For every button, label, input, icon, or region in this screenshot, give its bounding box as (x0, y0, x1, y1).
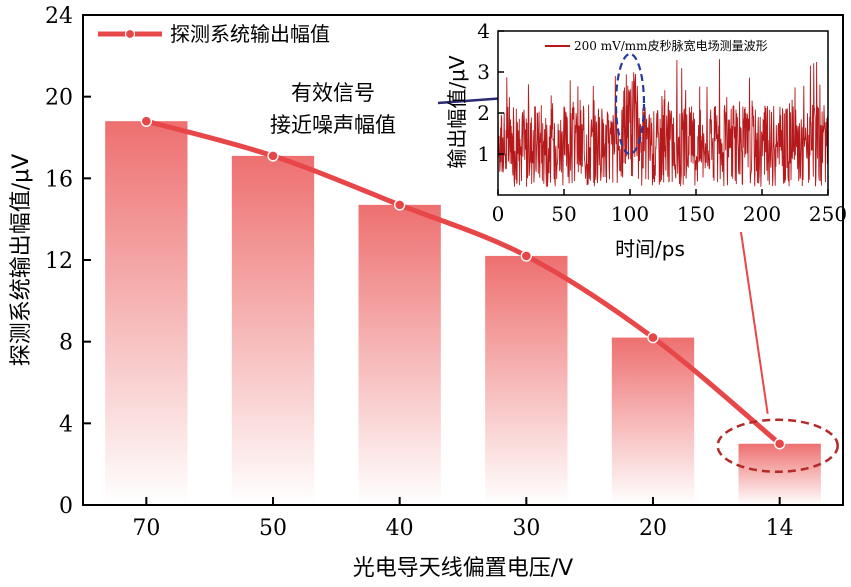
annotation-line2: 接近噪声幅值 (270, 113, 396, 137)
inset-y-axis-title: 输出幅值/μV (445, 55, 469, 168)
bar (231, 155, 315, 505)
inset-waveform (497, 59, 829, 187)
inset-y-tick-label: 1 (477, 142, 490, 166)
inset-legend-label: 200 mV/mm皮秒脉宽电场测量波形 (574, 38, 768, 53)
line-point (393, 199, 406, 211)
y-tick-label: 12 (45, 249, 73, 274)
y-tick-label: 0 (59, 494, 73, 519)
bar (485, 255, 568, 505)
y-tick-label: 24 (45, 4, 73, 29)
inset-y-tick-label: 4 (477, 19, 490, 43)
inset-highlight-ellipse (614, 52, 646, 156)
y-tick-label: 16 (45, 167, 73, 192)
y-tick-label: 8 (59, 331, 73, 356)
line-point (520, 250, 533, 262)
y-tick-label: 4 (59, 412, 73, 437)
legend-label: 探测系统输出幅值 (170, 22, 330, 46)
x-tick-label: 70 (132, 516, 160, 541)
line-point (140, 115, 153, 127)
line-point (267, 150, 279, 162)
x-tick-label: 40 (386, 516, 414, 541)
inset-x-tick-label: 200 (743, 202, 781, 226)
inset-x-tick-label: 150 (677, 202, 715, 226)
x-tick-label: 30 (512, 516, 540, 541)
inset-x-tick-label: 100 (611, 202, 649, 226)
line-point (773, 438, 786, 450)
inset-x-tick-label: 50 (551, 202, 576, 226)
inset-x-tick-label: 0 (492, 202, 505, 226)
x-tick-label: 20 (639, 516, 667, 541)
bar (738, 443, 821, 505)
inset-x-tick-label: 250 (809, 202, 847, 226)
inset-connector-line (740, 231, 769, 414)
inset-x-axis-title: 时间/ps (615, 237, 685, 261)
annotation-line1: 有效信号 (291, 81, 375, 105)
y-axis-title: 探测系统输出幅值/μV (9, 154, 34, 366)
inset-y-tick-label: 3 (477, 60, 490, 84)
legend-marker (124, 28, 136, 40)
series-line (145, 118, 782, 446)
bar (611, 337, 695, 505)
x-tick-label: 50 (259, 516, 287, 541)
x-axis-title: 光电导天线偏置电压/V (353, 556, 573, 581)
legend: 探测系统输出幅值 (98, 22, 330, 46)
inset-y-tick-label: 2 (477, 101, 490, 125)
y-tick-label: 20 (45, 86, 73, 111)
line-point (647, 331, 659, 344)
inset-chart: 0 50 100 150 200 250 1 2 3 4 200 mV/mm皮秒脉宽电场测量波形… (445, 19, 847, 261)
x-tick-label: 14 (766, 516, 794, 541)
bar (358, 204, 441, 505)
inset-legend: 200 mV/mm皮秒脉宽电场测量波形 (545, 38, 768, 53)
bar (105, 121, 188, 506)
last-point-highlight-ellipse (716, 418, 839, 473)
